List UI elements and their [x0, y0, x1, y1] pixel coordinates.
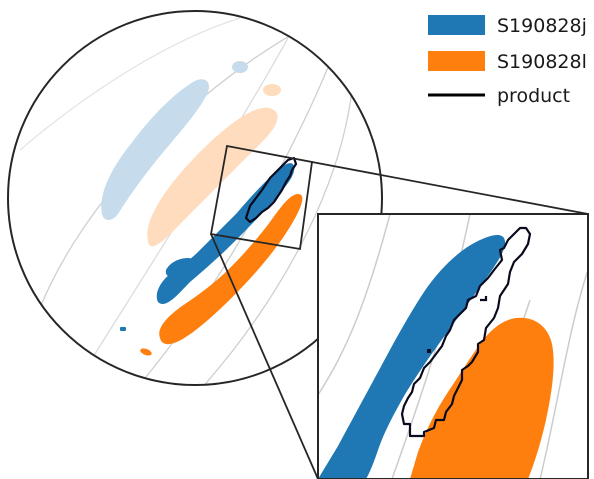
- product-contour-globe: [244, 156, 298, 224]
- inset-s190828l-region: [410, 317, 554, 479]
- legend-swatch-s190828l: [428, 51, 485, 71]
- s190828l-small-spot: [140, 348, 152, 356]
- legend-swatch-s190828j: [428, 15, 485, 35]
- s190828j-faded-spot: [232, 61, 248, 73]
- legend-label-s190828j: S190828j: [497, 15, 587, 37]
- inset-product-notch: [480, 296, 488, 302]
- s190828l-main-blob: [159, 194, 303, 345]
- s190828j-small-spot: [120, 327, 126, 331]
- inset-s190828j-blob: [318, 235, 506, 479]
- inset-s190828l-blob: [410, 317, 554, 479]
- s190828j-region: [120, 163, 295, 331]
- inset-product-contour: [400, 226, 532, 438]
- graticule-line: [318, 214, 391, 396]
- s190828l-region: [140, 194, 303, 356]
- s190828j-faded-main-blob: [101, 79, 209, 221]
- zoom-box: [209, 144, 314, 251]
- legend-label-s190828l: S190828l: [497, 51, 587, 73]
- s190828l-faded-spot: [263, 84, 281, 96]
- zoom-connector-bottom: [210, 233, 319, 479]
- zoom-connector-top: [311, 161, 589, 215]
- inset-s190828j-region: [318, 235, 506, 479]
- legend-label-product: product: [497, 85, 570, 107]
- s190828j-secondary-blob: [165, 258, 194, 277]
- s190828l-faded-main-blob: [147, 107, 278, 247]
- s190828l-faded-region: [147, 84, 281, 247]
- graticule-line: [19, 17, 241, 151]
- inset-border: [317, 213, 589, 479]
- zoom-connectors: [210, 161, 589, 479]
- s190828j-faded-region: [101, 61, 248, 221]
- s190828j-main-blob: [156, 163, 295, 304]
- legend: S190828j S190828l product: [428, 15, 587, 107]
- globe-view: [7, 10, 383, 386]
- globe-outline: [7, 10, 383, 386]
- graticule-line: [539, 269, 588, 479]
- zoom-inset: [317, 213, 589, 479]
- inset-product-dot: [427, 349, 431, 353]
